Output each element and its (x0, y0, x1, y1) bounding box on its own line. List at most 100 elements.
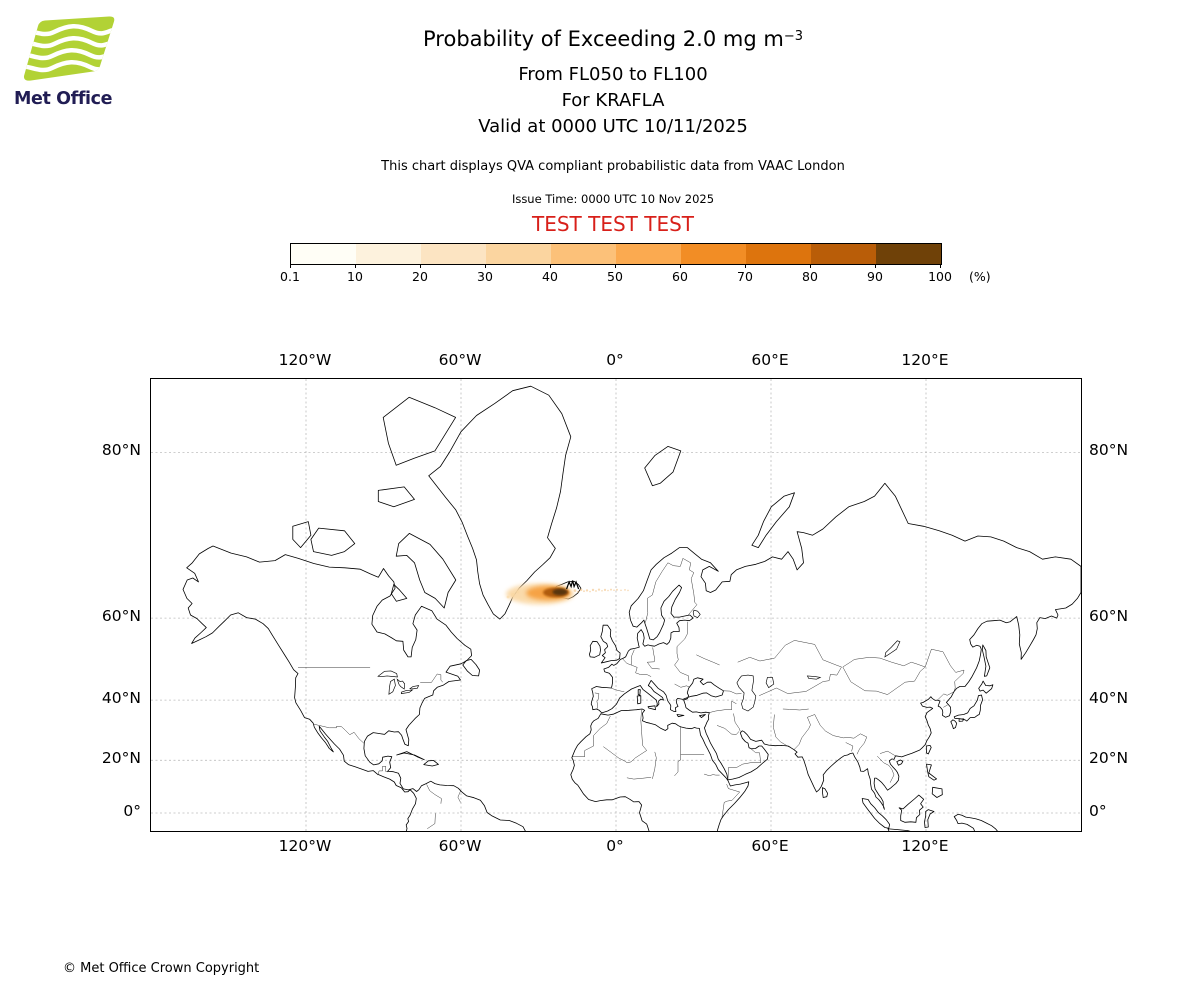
lat-tick-label-right: 20°N (1089, 749, 1129, 768)
coastline (676, 714, 685, 718)
coastline (636, 695, 642, 705)
lat-tick-label-right: 80°N (1089, 441, 1129, 460)
coastline (981, 644, 991, 677)
country-border (733, 713, 741, 732)
coastline (822, 787, 828, 798)
lake-outline (692, 609, 701, 618)
lat-tick-label-right: 40°N (1089, 689, 1129, 708)
country-border (593, 716, 611, 740)
colorbar-segment (291, 244, 356, 264)
colorbar-tick (485, 264, 486, 268)
country-border (674, 646, 690, 682)
coastline (590, 482, 1081, 810)
country-border (879, 750, 896, 756)
country-border (793, 714, 815, 750)
lat-tick-label-left: 0° (123, 802, 141, 820)
chart-title-exponent: −3 (783, 29, 803, 44)
country-border (943, 704, 948, 708)
lon-tick-label-bottom: 120°W (278, 837, 332, 855)
coastline (570, 708, 750, 831)
country-border (727, 747, 761, 780)
colorbar-tick (550, 264, 551, 268)
lake-outline (396, 678, 406, 690)
colorbar-tick (355, 264, 356, 268)
lat-tick-label-left: 80°N (101, 441, 141, 460)
lake-outline (806, 675, 822, 680)
coastline (953, 694, 983, 722)
coastline (600, 624, 621, 664)
colorbar-tick-label: 10 (347, 269, 363, 284)
country-border (640, 709, 647, 751)
country-border (572, 739, 594, 757)
colorbar-segment (811, 244, 876, 264)
country-border (737, 640, 842, 668)
country-border (709, 700, 737, 713)
country-border (723, 690, 742, 695)
coastline (396, 751, 425, 761)
coastline (395, 533, 457, 609)
lon-tick-label-bottom: 60°W (438, 837, 482, 855)
country-border (937, 691, 955, 701)
country-border (782, 708, 809, 711)
country-border (773, 714, 789, 747)
chart-title: Probability of Exceeding 2.0 mg m−3 (0, 27, 1200, 51)
coastline (637, 689, 641, 696)
coastline (950, 719, 958, 730)
coastline (589, 640, 601, 658)
coastline (377, 486, 415, 508)
lat-tick-label-right: 60°N (1089, 607, 1129, 626)
country-border (759, 666, 842, 696)
lon-tick-label-bottom: 120°E (901, 837, 949, 855)
coastline (953, 813, 998, 831)
colorbar-tick (810, 264, 811, 268)
probability-colorbar (290, 243, 942, 265)
colorbar-tick (290, 264, 291, 268)
country-border (426, 784, 442, 804)
met-office-logo-text: Met Office (14, 89, 113, 109)
colorbar-segment (746, 244, 811, 264)
lake-outline (400, 689, 414, 694)
country-border (845, 742, 854, 752)
test-banner: TEST TEST TEST (531, 212, 694, 236)
country-border (704, 773, 720, 776)
lat-tick-label-right: 0° (1089, 802, 1107, 820)
country-border (626, 777, 652, 780)
colorbar-segment (616, 244, 681, 264)
country-border (420, 673, 443, 683)
coastline (292, 521, 312, 548)
lake-outline (377, 670, 398, 678)
colorbar-unit-label: (%) (969, 269, 991, 284)
coastline (428, 385, 572, 620)
colorbar-tick-label: 40 (542, 269, 558, 284)
colorbar-tick-label: 80 (802, 269, 818, 284)
country-border (594, 692, 600, 710)
lat-tick-label-left: 20°N (101, 749, 141, 768)
colorbar-tick (680, 264, 681, 268)
lon-tick-label-bottom: 60°E (751, 837, 789, 855)
country-border (652, 751, 657, 779)
coastline (390, 584, 408, 602)
met-office-logo: Met Office (14, 14, 126, 109)
country-border (457, 790, 461, 803)
country-border (646, 647, 660, 670)
country-border (696, 654, 720, 666)
lon-tick-label-top: 120°W (278, 351, 332, 369)
colorbar-tick-label: 90 (867, 269, 883, 284)
colorbar-tick (940, 264, 941, 268)
volcano-symbol (566, 580, 580, 590)
country-border (427, 813, 436, 829)
colorbar-segment (681, 244, 746, 264)
country-border (313, 723, 365, 744)
map-layers (151, 379, 1081, 831)
colorbar-tick-label: 100 (928, 269, 952, 284)
lake-outline (765, 677, 775, 689)
lon-tick-label-bottom: 0° (606, 837, 624, 855)
country-border (674, 683, 690, 688)
colorbar-tick (745, 264, 746, 268)
coastline (958, 718, 965, 722)
coastline (925, 745, 932, 755)
colorbar-tick-label: 0.1 (280, 269, 300, 284)
met-office-logo-mark (23, 16, 115, 81)
country-border (377, 766, 388, 776)
colorbar-segment (421, 244, 486, 264)
